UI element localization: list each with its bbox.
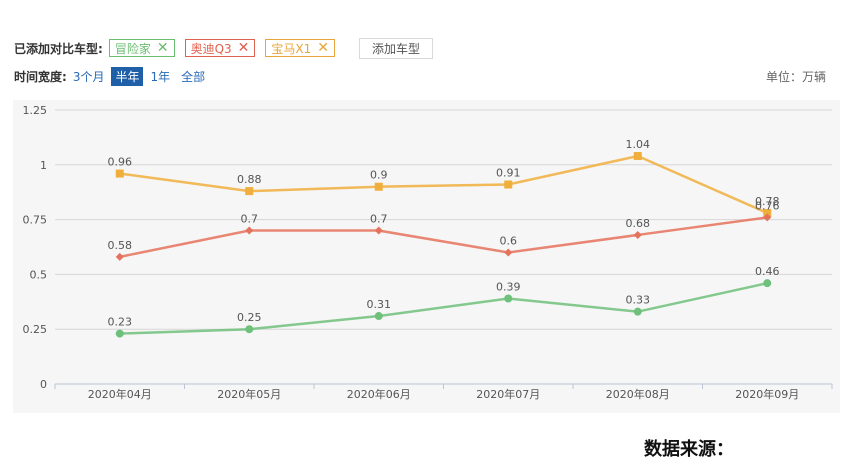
data-point xyxy=(245,187,254,196)
data-label: 1.04 xyxy=(626,138,651,151)
tag-label: 宝马X1 xyxy=(271,41,312,56)
data-point xyxy=(633,307,642,316)
data-point xyxy=(763,209,772,218)
data-label: 0.6 xyxy=(500,234,518,247)
data-point xyxy=(115,169,124,178)
time-option-all[interactable]: 全部 xyxy=(181,69,206,84)
tag-maoxianjia[interactable]: 冒险家 ✕ xyxy=(108,39,175,57)
y-tick-label: 0.75 xyxy=(23,214,48,227)
y-tick-label: 0.5 xyxy=(30,268,48,281)
add-model-button[interactable]: 添加车型 xyxy=(358,37,433,59)
series-line xyxy=(119,216,768,259)
data-label: 0.7 xyxy=(370,213,388,226)
data-point xyxy=(374,226,383,235)
x-tick-label: 2020年05月 xyxy=(217,387,281,401)
data-point xyxy=(633,230,642,239)
data-label: 0.68 xyxy=(626,217,651,230)
data-label: 0.23 xyxy=(108,316,133,329)
data-label: 0.88 xyxy=(237,173,262,186)
x-tick-label: 2020年06月 xyxy=(347,387,411,401)
data-point xyxy=(763,279,772,288)
time-option-1y[interactable]: 1年 xyxy=(150,69,171,84)
time-filter-label: 时间宽度: xyxy=(14,69,67,84)
data-label: 0.7 xyxy=(241,213,259,226)
tag-label: 奥迪Q3 xyxy=(190,41,232,56)
x-tick-label: 2020年04月 xyxy=(88,387,152,401)
data-point xyxy=(115,252,124,261)
data-point xyxy=(504,294,513,303)
data-point xyxy=(374,312,383,321)
tag-bmw-x1[interactable]: 宝马X1 ✕ xyxy=(265,39,335,57)
time-option-3m[interactable]: 3个月 xyxy=(72,69,105,84)
x-tick-label: 2020年08月 xyxy=(606,387,670,401)
unit-label: 单位：万辆 xyxy=(765,70,826,84)
data-point xyxy=(245,226,254,235)
compare-label: 已添加对比车型: xyxy=(14,41,103,56)
data-point xyxy=(115,329,124,338)
data-point xyxy=(504,180,513,189)
close-icon[interactable]: ✕ xyxy=(317,40,329,56)
series-line xyxy=(119,281,768,335)
series-line xyxy=(119,154,768,215)
data-point xyxy=(374,182,383,191)
chart-area xyxy=(13,100,840,413)
data-point xyxy=(633,152,642,161)
data-label: 0.58 xyxy=(108,239,133,252)
compare-toolbar: 已添加对比车型: 冒险家 ✕ 奥迪Q3 ✕ 宝马X1 ✕ 添加车型 xyxy=(14,37,433,59)
data-label: 0.39 xyxy=(496,281,521,294)
time-option-half-year[interactable]: 半年 xyxy=(111,66,144,86)
y-tick-label: 1.25 xyxy=(23,104,48,117)
source-label: 数据来源： xyxy=(644,439,734,460)
data-label: 0.78 xyxy=(755,195,780,208)
data-label: 0.33 xyxy=(626,294,651,307)
close-icon[interactable]: ✕ xyxy=(237,40,250,56)
data-label: 0.91 xyxy=(496,167,521,180)
y-tick-label: 1 xyxy=(40,159,47,172)
data-label: 0.96 xyxy=(108,156,133,169)
data-label: 0.46 xyxy=(755,265,780,278)
x-tick-label: 2020年07月 xyxy=(476,387,540,401)
y-tick-label: 0 xyxy=(40,378,47,391)
data-label: 0.9 xyxy=(370,169,388,182)
time-filter: 时间宽度: 3个月 半年 1年 全部 xyxy=(14,66,212,86)
data-point xyxy=(245,325,254,334)
x-tick-label: 2020年09月 xyxy=(735,387,799,401)
close-icon[interactable]: ✕ xyxy=(156,40,169,56)
data-label: 0.31 xyxy=(367,298,392,311)
data-point xyxy=(763,213,772,222)
data-label: 0.76 xyxy=(755,199,780,212)
tag-audi-q3[interactable]: 奥迪Q3 ✕ xyxy=(184,39,256,57)
tag-label: 冒险家 xyxy=(114,41,151,56)
data-label: 0.25 xyxy=(237,311,262,324)
y-tick-label: 0.25 xyxy=(23,323,48,336)
data-point xyxy=(504,248,513,257)
